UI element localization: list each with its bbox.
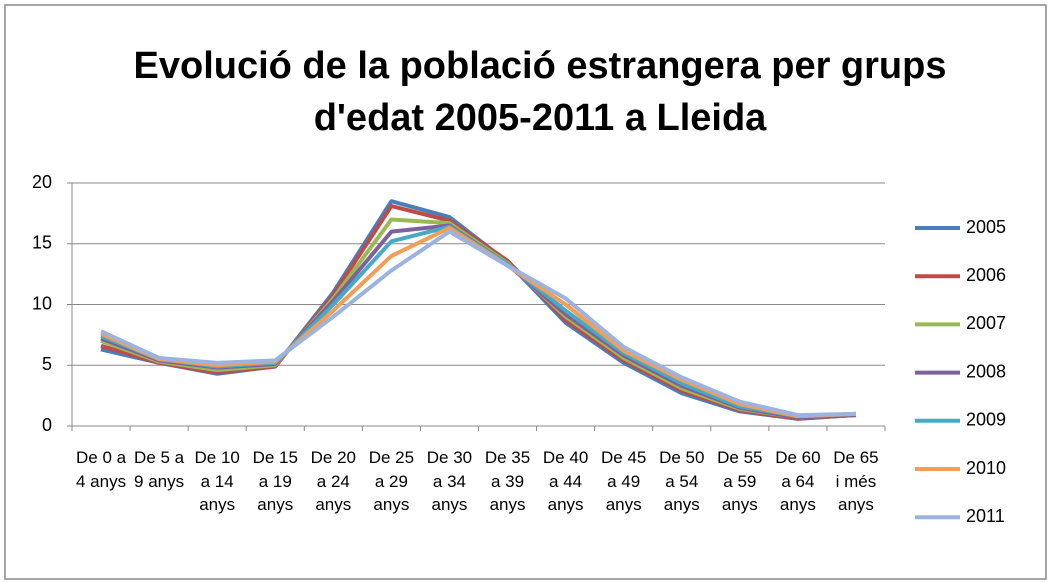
x-tick-label: De 55 a 59 anys — [717, 448, 763, 514]
x-tick-label: De 40 a 44 anys — [542, 448, 589, 514]
x-tick-label: De 5 a 9 anys — [134, 448, 185, 491]
legend-label: 2010 — [966, 458, 1006, 478]
legend-label: 2007 — [966, 313, 1006, 333]
chart-title: Evolució de la població estrangera per g… — [133, 45, 947, 139]
y-tick-label: 15 — [32, 233, 52, 253]
y-tick-label: 5 — [42, 354, 52, 374]
x-tick-label: De 25 a 29 anys — [368, 448, 415, 514]
legend-label: 2006 — [966, 265, 1006, 285]
chart-border — [4, 4, 1047, 580]
x-tick-label: De 15 a 19 anys — [252, 448, 298, 514]
legend-label: 2008 — [966, 361, 1006, 381]
series-line — [100, 229, 857, 418]
x-tick-label: De 35 a 39 anys — [484, 448, 531, 514]
x-tick-label: De 65 i més anys — [833, 448, 879, 514]
legend-label: 2011 — [966, 506, 1005, 526]
x-tick-label: De 50 a 54 anys — [659, 448, 705, 514]
x-tick-label: De 10 a 14 anys — [194, 448, 240, 514]
y-tick-label: 10 — [32, 293, 52, 313]
x-tick-label: De 0 a 4 anys — [75, 448, 127, 491]
x-tick-label: De 20 a 24 anys — [310, 448, 356, 514]
y-tick-label: 20 — [32, 172, 52, 192]
legend-label: 2009 — [966, 410, 1006, 430]
x-tick-label: De 60 a 64 anys — [775, 448, 821, 514]
x-tick-label: De 45 a 49 anys — [600, 448, 647, 514]
x-tick-label: De 30 a 34 anys — [426, 448, 473, 514]
legend-label: 2005 — [966, 217, 1006, 237]
y-tick-label: 0 — [42, 415, 52, 435]
